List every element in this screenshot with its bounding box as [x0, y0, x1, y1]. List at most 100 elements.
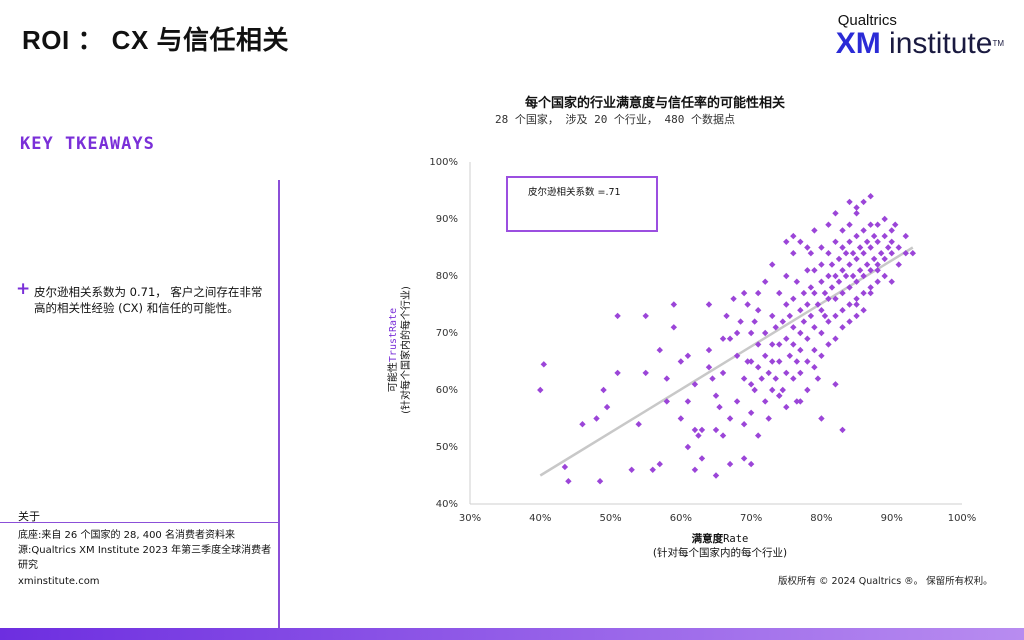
scatter-point: [867, 193, 874, 200]
scatter-point: [874, 238, 881, 245]
scatter-point: [881, 232, 888, 240]
about-label: 关于: [18, 510, 40, 523]
scatter-point: [723, 312, 730, 320]
plus-icon: +: [16, 279, 31, 299]
scatter-point: [797, 398, 804, 405]
scatter-point: [596, 478, 604, 485]
scatter-point: [797, 238, 804, 245]
scatter-point: [874, 221, 881, 228]
scatter-point: [783, 272, 790, 280]
scatter-point: [849, 250, 857, 257]
bottom-gradient-bar: [0, 628, 1024, 640]
scatter-point: [783, 403, 790, 411]
scatter-point: [846, 221, 853, 228]
scatter-point: [835, 255, 843, 263]
scatter-point: [747, 381, 755, 388]
y-tick-label: 90%: [436, 214, 458, 225]
x-label-bold: 满意度: [691, 533, 724, 545]
scatter-point: [614, 312, 621, 320]
scatter-point: [846, 261, 853, 268]
scatter-point: [828, 284, 836, 291]
scatter-point: [888, 227, 895, 234]
scatter-point: [691, 466, 699, 473]
scatter-point: [762, 398, 769, 405]
scatter-point: [719, 335, 727, 342]
scatter-point: [783, 335, 790, 342]
scatter-point: [779, 318, 786, 325]
scatter-point: [849, 272, 857, 280]
scatter-point: [825, 272, 832, 280]
scatter-point: [790, 232, 797, 240]
scatter-point: [811, 227, 818, 234]
scatter-point: [762, 352, 769, 359]
x-tick-label: 60%: [670, 513, 692, 524]
scatter-point: [800, 289, 808, 297]
scatter-point: [747, 329, 755, 337]
scatter-point: [772, 324, 779, 331]
scatter-point: [677, 415, 685, 422]
scatter-point: [818, 329, 825, 337]
scatter-point: [842, 250, 850, 257]
scatter-point: [754, 341, 762, 348]
scatter-point: [712, 392, 720, 399]
scatter-point: [579, 421, 586, 428]
scatter-point: [874, 278, 881, 285]
takeaway-text: 皮尔逊相关系数为 0.71， 客户之间存在非常高的相关性经验 (CX) 和信任的…: [34, 285, 263, 315]
scatter-point: [740, 421, 748, 428]
site-link[interactable]: xminstitute.com: [18, 576, 100, 587]
scatter-point: [902, 250, 909, 257]
scatter-point: [695, 432, 702, 439]
logo-xm: XM: [835, 27, 881, 60]
scatter-point: [821, 289, 829, 297]
scatter-point: [712, 472, 720, 479]
x-tick-label: 80%: [810, 513, 832, 524]
scatter-point: [853, 295, 860, 302]
scatter-point: [779, 386, 786, 394]
scatter-point: [628, 466, 635, 473]
scatter-point: [835, 278, 843, 285]
scatter-point: [800, 318, 808, 325]
scatter-point: [747, 460, 755, 468]
scatter-point: [635, 421, 642, 428]
scatter-point: [730, 295, 737, 302]
scatter-point: [870, 232, 878, 240]
copyright: 版权所有 © 2024 Qualtrics ®。 保留所有权利。: [778, 576, 993, 587]
scatter-point: [867, 221, 874, 228]
scatter-point: [895, 261, 902, 268]
scatter-point: [804, 386, 811, 394]
scatter-point: [860, 227, 867, 234]
scatter-point: [783, 238, 790, 245]
scatter-point: [786, 312, 793, 320]
scatter-point: [705, 301, 713, 308]
scatter-point: [797, 329, 804, 337]
scatter-point: [663, 375, 670, 382]
y-tick-label: 50%: [436, 442, 458, 453]
about-text: 底座:来自 26 个国家的 28, 400 名消费者资料来源:Qualtrics…: [18, 530, 272, 571]
scatter-point: [751, 318, 758, 325]
chart-subtitle: 28 个国家， 涉及 20 个行业， 480 个数据点: [494, 113, 736, 126]
scatter-point: [846, 238, 853, 245]
scatter-point: [818, 415, 825, 422]
x-axis-label: 满意度Rate (针对每个国家内的每个行业): [610, 532, 830, 560]
scatter-point: [909, 250, 916, 257]
scatter-point: [867, 289, 874, 297]
scatter-point: [719, 369, 727, 377]
scatter-point: [769, 386, 776, 394]
scatter-point: [797, 346, 804, 354]
scatter-point: [744, 358, 751, 365]
scatter-point: [540, 361, 547, 368]
x-tick-label: 70%: [740, 513, 762, 524]
scatter-point: [691, 426, 699, 434]
x-tick-label: 30%: [459, 513, 481, 524]
scatter-point: [804, 335, 811, 342]
scatter-point: [772, 375, 779, 382]
scatter-point: [832, 295, 839, 302]
scatter-point: [874, 261, 881, 268]
scatter-point: [716, 403, 723, 411]
scatter-point: [825, 295, 832, 302]
scatter-point: [842, 272, 850, 280]
scatter-point: [656, 346, 663, 354]
divider-vertical: [278, 180, 280, 628]
scatter-point: [790, 250, 797, 257]
scatter-point: [776, 289, 783, 297]
